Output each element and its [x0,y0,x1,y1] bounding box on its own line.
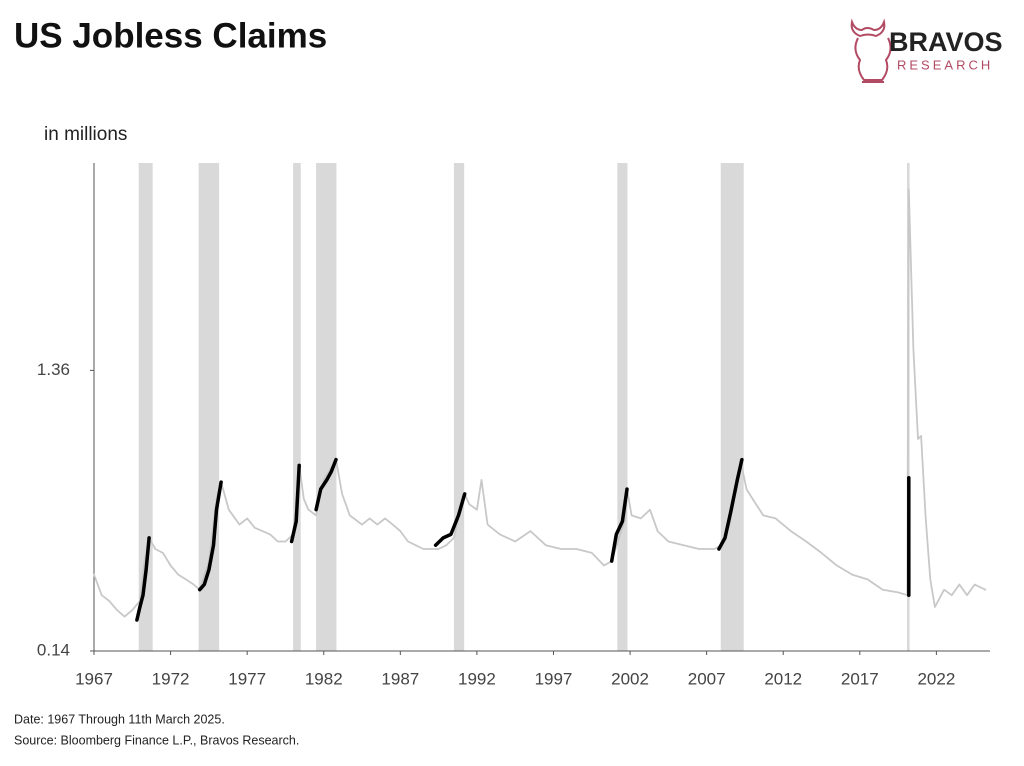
series-line [93,188,987,618]
x-tick-label: 1987 [381,669,419,688]
recession-band [453,163,465,651]
recession-band [293,163,301,651]
note: Date: 1967 Through 11th March 2025. [14,712,225,726]
chart-title: US Jobless Claims [14,16,327,55]
logo-name: BRAVOS [889,27,1003,57]
x-tick-label: 1967 [75,669,113,688]
series-line [135,457,911,622]
x-tick-label: 2002 [611,669,649,688]
recession-band [138,163,153,651]
y-tick-label: 1.36 [37,360,70,379]
note: Source: Bloomberg Finance L.P., Bravos R… [14,733,299,747]
x-tick-label: 1972 [152,669,190,688]
x-tick-label: 2012 [764,669,802,688]
x-tick-label: 2022 [917,669,955,688]
recession-band [198,163,220,651]
logo-tagline: RESEARCH [897,57,993,72]
x-tick-label: 1997 [535,669,573,688]
y-tick-label: 0.14 [37,640,70,659]
x-tick-label: 1992 [458,669,496,688]
recession-band [720,163,744,651]
shaded-ranges [138,163,910,651]
recession-band [617,163,628,651]
x-tick-label: 1982 [305,669,343,688]
x-tick-label: 2007 [688,669,726,688]
x-tick-label: 1977 [228,669,266,688]
recession-band [316,163,337,651]
y-axis-label: in millions [44,124,127,145]
logo: BRAVOS RESEARCH [850,18,1003,83]
x-tick-label: 2017 [841,669,879,688]
logo-icon [850,18,892,83]
